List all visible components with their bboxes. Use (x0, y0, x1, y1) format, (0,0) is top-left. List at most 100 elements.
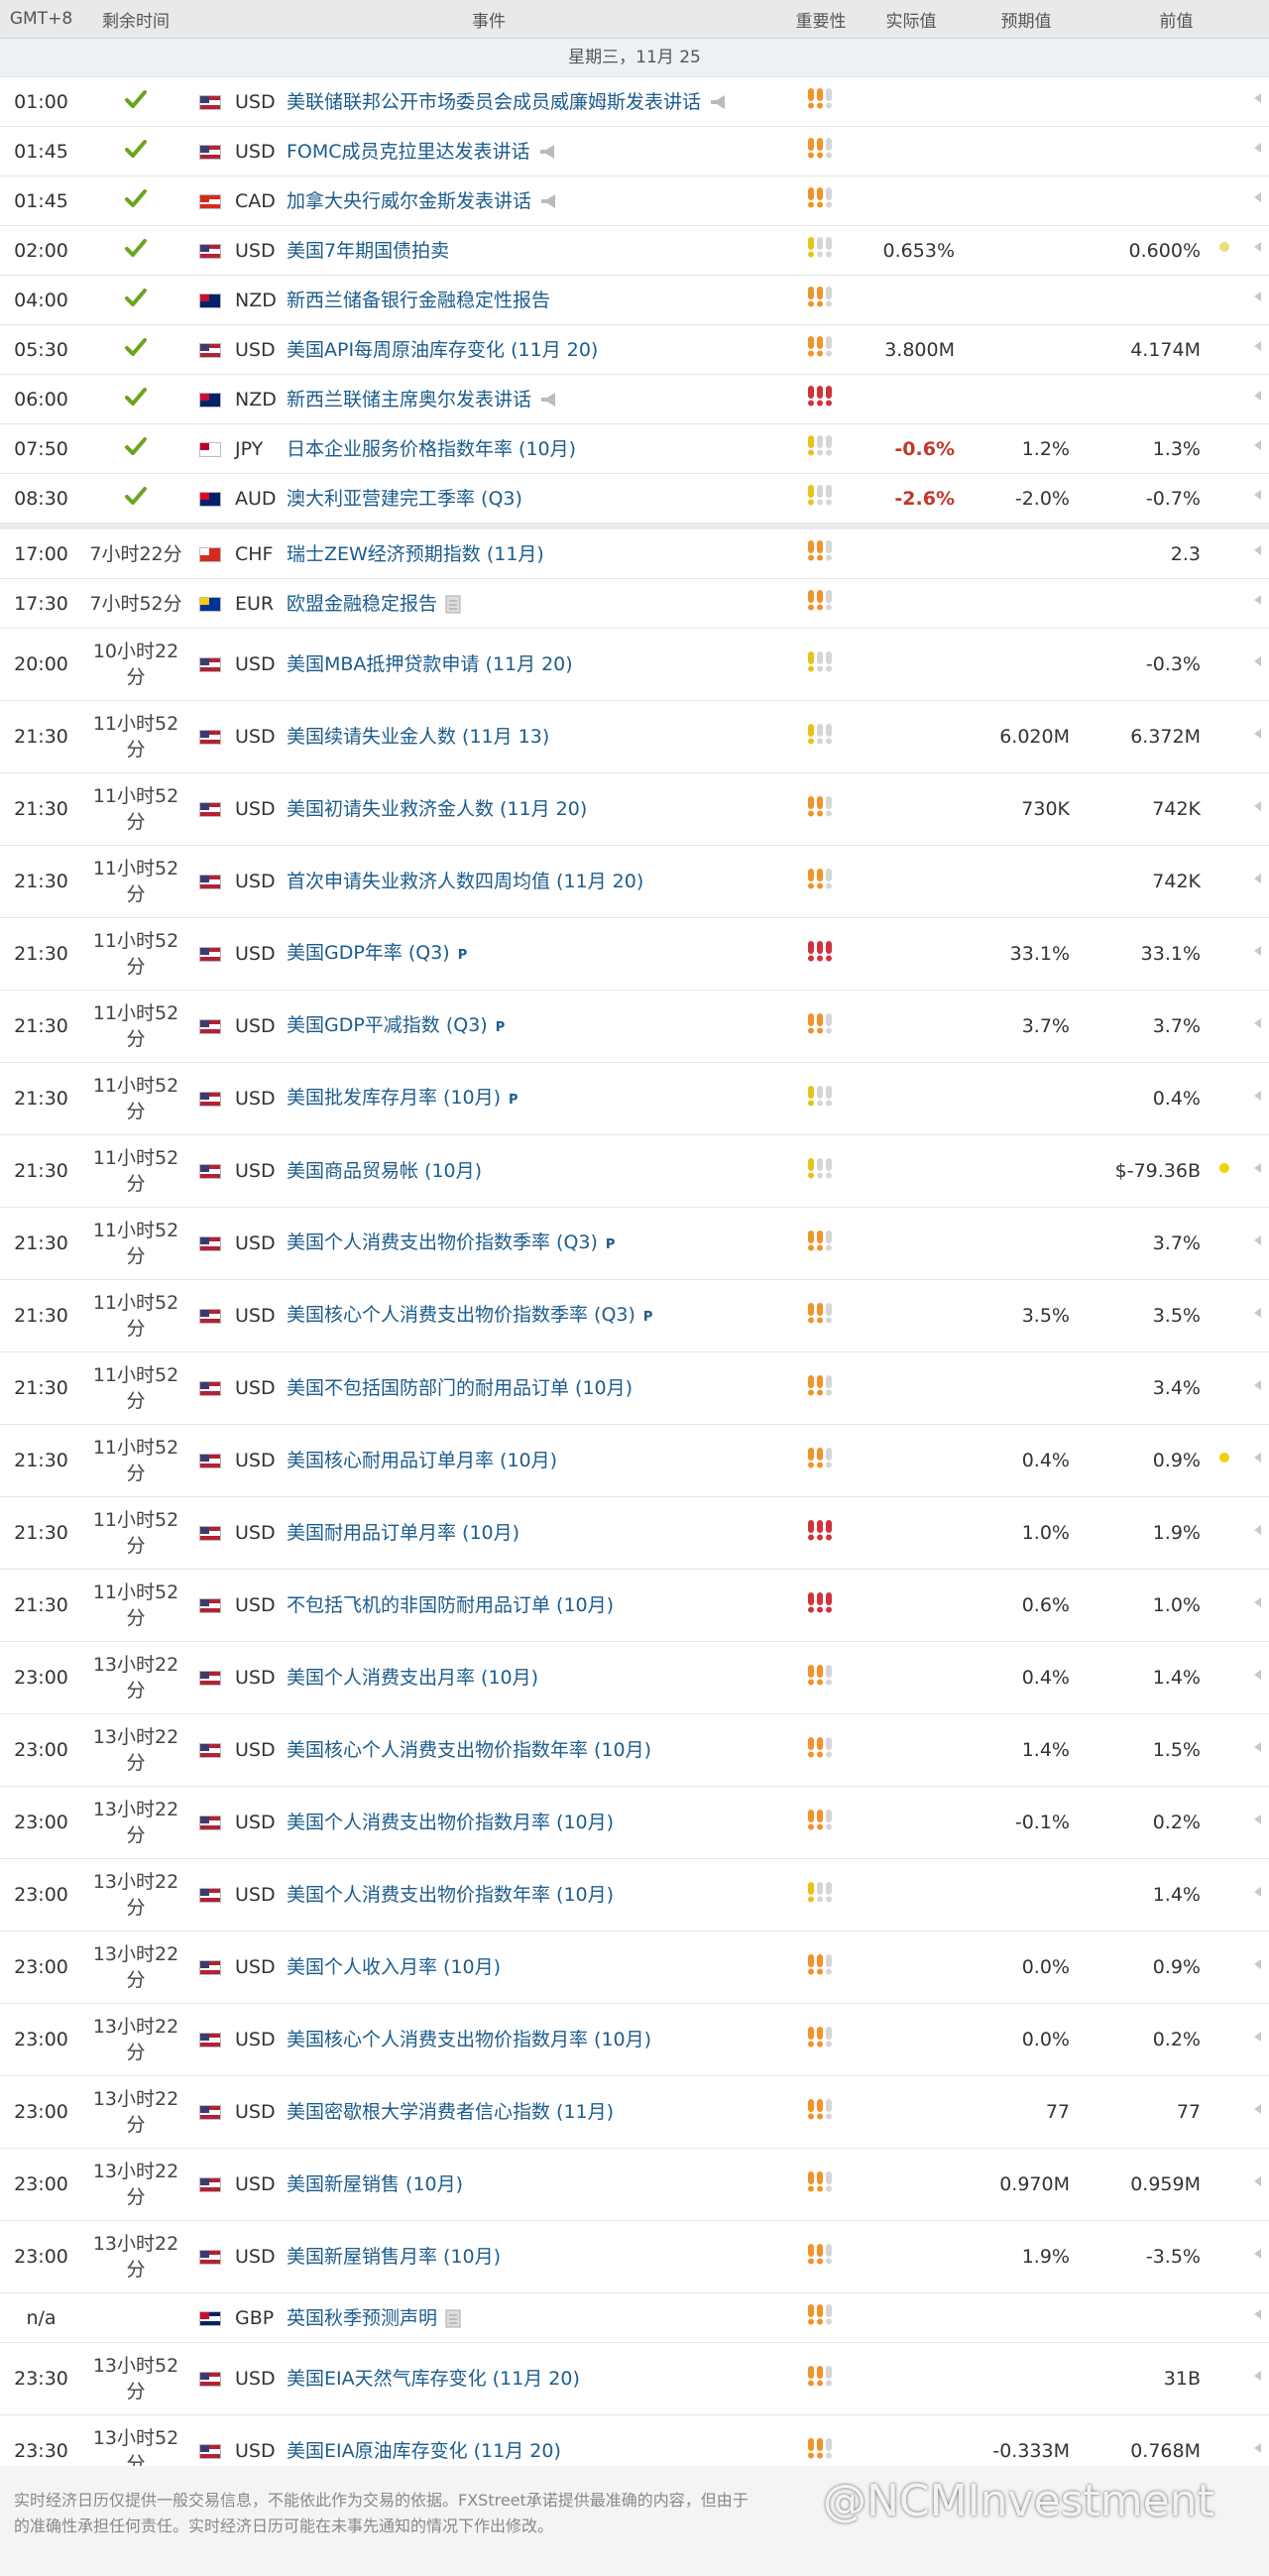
event-name[interactable]: 美国批发库存月率 (10月) (287, 1086, 502, 1109)
event-name[interactable]: 美国不包括国防部门的耐用品订单 (10月) (287, 1377, 634, 1399)
expand-arrow[interactable] (1254, 655, 1261, 666)
event-name[interactable]: 美国续请失业金人数 (11月 13) (287, 726, 550, 748)
event-name[interactable]: 美国MBA抵押贷款申请 (11月 20) (287, 653, 573, 675)
exclaim-bar (817, 2365, 823, 2379)
remaining (82, 473, 189, 524)
expand-arrow[interactable] (1254, 545, 1261, 555)
expand-arrow[interactable] (1254, 595, 1261, 605)
event-name[interactable]: 澳大利亚营建完工季率 (Q3) (287, 487, 522, 510)
time: 23:30 (0, 2342, 82, 2415)
expand-arrow[interactable] (1254, 2248, 1261, 2259)
event-name[interactable]: 美国API每周原油库存变化 (11月 20) (287, 338, 599, 361)
event-name[interactable]: 美国初请失业救济金人数 (11月 20) (287, 798, 588, 820)
event-name[interactable]: 瑞士ZEW经济预期指数 (11月) (287, 542, 544, 565)
expand-arrow[interactable] (1254, 2309, 1261, 2319)
expand-arrow[interactable] (1254, 1162, 1261, 1173)
event-name[interactable]: 新西兰储备银行金融稳定性报告 (287, 289, 551, 311)
expand-arrow[interactable] (1254, 1452, 1261, 1463)
event-name[interactable]: 英国秋季预测声明 (287, 2306, 438, 2329)
event-name[interactable]: 美国商品贸易帐 (10月) (287, 1160, 483, 1182)
event-name[interactable]: 美国密歇根大学消费者信心指数 (11月) (287, 2101, 615, 2123)
event-name[interactable]: 美国核心耐用品订单月率 (10月) (287, 1450, 558, 1471)
exclaim-dot (826, 1751, 832, 1757)
expand-arrow[interactable] (1254, 1958, 1261, 1969)
event-name[interactable]: 美国个人消费支出月率 (10月) (287, 1667, 539, 1689)
importance-cell (788, 423, 854, 474)
event-name[interactable]: 美国新屋销售月率 (10月) (287, 2246, 502, 2268)
extra-cell (1214, 1931, 1269, 2004)
expand-arrow[interactable] (1254, 1524, 1261, 1535)
event-name[interactable]: 加拿大央行威尔金斯发表讲话 (287, 189, 532, 212)
expand-arrow[interactable] (1254, 1669, 1261, 1680)
preliminary-badge: P (509, 1092, 519, 1108)
expand-arrow[interactable] (1254, 440, 1261, 450)
exclaim-bar (817, 88, 823, 101)
expand-arrow[interactable] (1254, 2442, 1261, 2453)
importance-icon (808, 336, 832, 357)
event-name[interactable]: 美国个人消费支出物价指数年率 (10月) (287, 1884, 615, 1906)
flag (199, 875, 221, 889)
expand-arrow[interactable] (1254, 2031, 1261, 2042)
expand-arrow[interactable] (1254, 1234, 1261, 1245)
expand-arrow[interactable] (1254, 242, 1261, 252)
event-name[interactable]: 欧盟金融稳定报告 (287, 592, 438, 615)
event-name[interactable]: 美国核心个人消费支出物价指数季率 (Q3) (287, 1303, 635, 1326)
extra-cell (1214, 1279, 1269, 1352)
event-name[interactable]: 美国个人收入月率 (10月) (287, 1956, 502, 1978)
flag-band (199, 1024, 221, 1029)
event-name[interactable]: 首次申请失业救济人数四周均值 (11月 20) (287, 871, 644, 892)
exclaim-bar (808, 1012, 814, 1026)
expand-arrow[interactable] (1254, 490, 1261, 500)
event-name[interactable]: 不包括飞机的非国防耐用品订单 (10月) (287, 1594, 615, 1616)
expand-arrow[interactable] (1254, 945, 1261, 956)
event-name[interactable]: 美国7年期国债拍卖 (287, 239, 450, 262)
expand-arrow[interactable] (1254, 1814, 1261, 1824)
expand-arrow[interactable] (1254, 2103, 1261, 2114)
expand-arrow[interactable] (1254, 292, 1261, 301)
event-name[interactable]: 美国个人消费支出物价指数月率 (10月) (287, 1812, 615, 1833)
exclaim-bar (817, 2437, 823, 2451)
event-name[interactable]: 美国EIA原油库存变化 (11月 20) (287, 2440, 561, 2462)
event-name[interactable]: 美联储联邦公开市场委员会成员威廉姆斯发表讲话 (287, 90, 702, 113)
actual (854, 2342, 969, 2415)
expand-arrow[interactable] (1254, 1596, 1261, 1607)
event-name[interactable]: 美国GDP平减指数 (Q3) (287, 1013, 488, 1036)
expand-arrow[interactable] (1254, 1886, 1261, 1897)
expand-arrow[interactable] (1254, 800, 1261, 811)
event-name[interactable]: 新西兰联储主席奥尔发表讲话 (287, 388, 532, 410)
expand-arrow[interactable] (1254, 1017, 1261, 1028)
event-name[interactable]: 美国核心个人消费支出物价指数年率 (10月) (287, 1739, 652, 1761)
event-name[interactable]: 美国个人消费支出物价指数季率 (Q3) (287, 1230, 598, 1253)
flag-border (199, 1019, 221, 1034)
expand-arrow[interactable] (1254, 1741, 1261, 1752)
expand-arrow[interactable] (1254, 143, 1261, 153)
event-name[interactable]: 日本企业服务价格指数年率 (10月) (287, 437, 577, 460)
forecast (969, 2342, 1084, 2415)
expand-arrow[interactable] (1254, 873, 1261, 883)
event-name[interactable]: 美国新屋销售 (10月) (287, 2173, 464, 2195)
expand-arrow[interactable] (1254, 192, 1261, 202)
expand-arrow[interactable] (1254, 2175, 1261, 2186)
exclaim-dot (817, 2041, 823, 2047)
expand-arrow[interactable] (1254, 1307, 1261, 1318)
event-name[interactable]: 美国GDP年率 (Q3) (287, 941, 450, 964)
status-dot (1219, 1452, 1229, 1463)
expand-arrow[interactable] (1254, 1090, 1261, 1101)
event-cell: 美国个人消费支出物价指数季率 (Q3) P (283, 1207, 788, 1280)
expand-arrow[interactable] (1254, 2370, 1261, 2381)
event-name[interactable]: FOMC成员克拉里达发表讲话 (287, 140, 530, 163)
expand-arrow[interactable] (1254, 93, 1261, 103)
event-name[interactable]: 美国核心个人消费支出物价指数月率 (10月) (287, 2029, 652, 2050)
expand-arrow[interactable] (1254, 391, 1261, 401)
importance-cell (788, 1786, 854, 1859)
expand-arrow[interactable] (1254, 1379, 1261, 1390)
preliminary-badge: P (495, 1019, 506, 1035)
expand-arrow[interactable] (1254, 728, 1261, 739)
event-cell: 美国批发库存月率 (10月) P (283, 1062, 788, 1135)
event-name[interactable]: 美国耐用品订单月率 (10月) (287, 1522, 520, 1544)
exclaim-dot (808, 350, 814, 357)
expand-arrow[interactable] (1254, 341, 1261, 351)
importance-cell (788, 2292, 854, 2343)
event-name[interactable]: 美国EIA天然气库存变化 (11月 20) (287, 2368, 580, 2390)
exclaim-bar (808, 1374, 814, 1388)
